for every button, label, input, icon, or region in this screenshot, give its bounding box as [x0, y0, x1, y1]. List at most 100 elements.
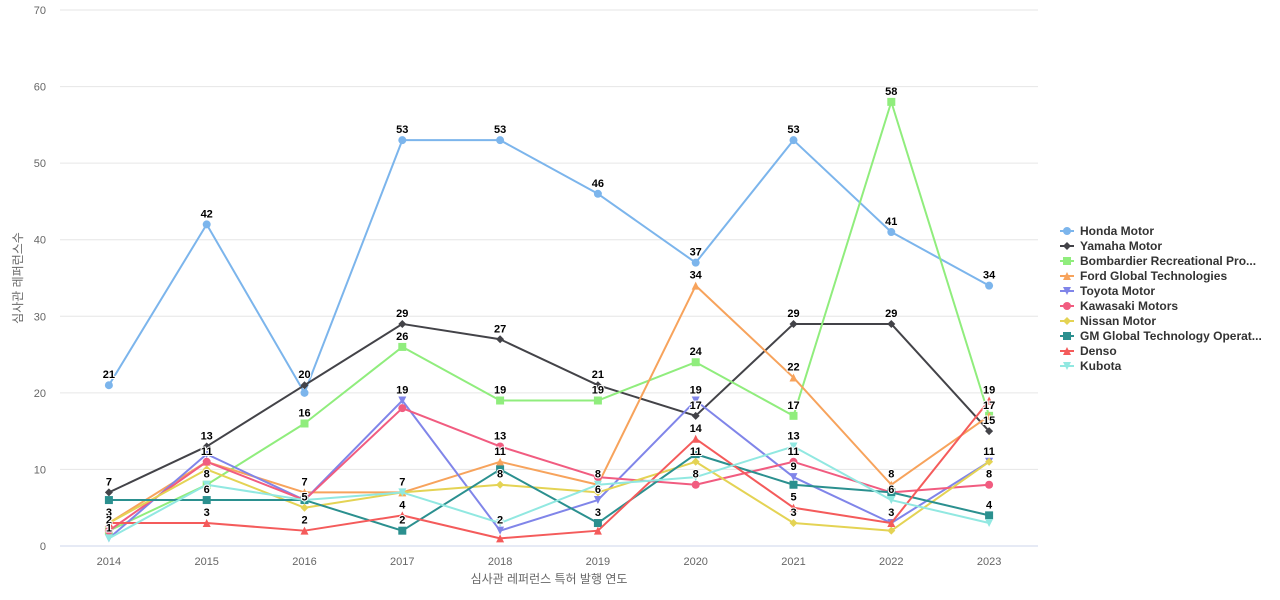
data-point	[789, 319, 798, 328]
data-labels: 2173214213118632016752532926197425327191…	[102, 85, 997, 535]
data-point	[202, 220, 211, 229]
data-label: 7	[399, 476, 405, 488]
legend-label: Kawasaki Motors	[1080, 299, 1178, 313]
data-point	[691, 480, 700, 489]
data-label: 13	[201, 430, 213, 442]
data-point	[593, 473, 602, 482]
data-point	[398, 511, 407, 520]
data-point	[593, 381, 602, 390]
series-group	[104, 396, 994, 543]
y-tick-label: 40	[34, 235, 46, 247]
data-label: 34	[983, 270, 996, 282]
x-axis-title: 심사관 레퍼런스 특허 발행 연도	[471, 571, 628, 586]
y-axis-title: 심사관 레퍼런스수	[11, 232, 25, 324]
legend-symbol	[1063, 242, 1071, 250]
series-line	[108, 453, 990, 532]
data-label: 4	[986, 499, 993, 511]
x-tick-label: 2015	[194, 556, 218, 568]
legend-item[interactable]: Kawasaki Motors	[1060, 299, 1178, 313]
legend-item[interactable]: Honda Motor	[1060, 224, 1154, 238]
y-tick-label: 50	[34, 158, 46, 170]
data-point	[887, 496, 896, 505]
data-point	[789, 373, 798, 382]
data-point	[887, 488, 896, 497]
y-tick-label: 10	[34, 464, 46, 476]
data-label: 21	[592, 369, 604, 381]
data-point	[300, 388, 309, 397]
data-point	[789, 503, 798, 512]
data-label: 8	[497, 469, 503, 481]
data-point	[202, 519, 211, 528]
x-tick-label: 2014	[97, 556, 121, 568]
data-point	[593, 519, 602, 528]
data-point	[202, 465, 211, 474]
legend-item[interactable]: Yamaha Motor	[1060, 239, 1162, 253]
data-point	[496, 465, 505, 474]
x-tick-label: 2018	[488, 556, 512, 568]
series-line	[108, 284, 990, 524]
data-label: 6	[888, 484, 894, 496]
data-label: 29	[396, 308, 408, 320]
data-point	[496, 136, 505, 145]
x-tick-label: 2020	[683, 556, 707, 568]
series-group	[104, 450, 994, 535]
data-label: 5	[301, 492, 307, 504]
legend-item[interactable]: Nissan Motor	[1060, 314, 1156, 328]
data-point	[202, 442, 211, 451]
data-point	[691, 457, 700, 466]
legend-item[interactable]: Ford Global Technologies	[1060, 269, 1227, 283]
data-label: 37	[690, 247, 702, 259]
data-point	[496, 396, 505, 405]
data-point	[789, 442, 798, 451]
data-point	[985, 511, 994, 520]
data-label: 2	[301, 515, 307, 527]
data-point	[985, 519, 994, 528]
data-label: 13	[787, 430, 799, 442]
data-label: 24	[690, 346, 703, 358]
data-point	[398, 319, 407, 328]
data-label: 11	[201, 446, 213, 458]
data-label: 11	[690, 446, 702, 458]
data-point	[398, 136, 407, 145]
data-point	[887, 526, 896, 535]
data-point	[202, 457, 211, 466]
data-point	[887, 519, 896, 528]
data-point	[300, 526, 309, 535]
data-label: 29	[787, 308, 799, 320]
legend-symbol	[1063, 347, 1071, 355]
data-label: 17	[983, 400, 995, 412]
series-line	[108, 322, 990, 494]
data-point	[398, 342, 407, 351]
legend-symbol	[1063, 287, 1071, 295]
data-point	[789, 411, 798, 420]
series-line	[108, 139, 990, 394]
legend-symbol	[1063, 257, 1071, 265]
legend-item[interactable]: Denso	[1060, 344, 1117, 358]
legend-label: GM Global Technology Operat...	[1080, 329, 1262, 343]
data-label: 4	[399, 499, 406, 511]
data-point	[300, 503, 309, 512]
data-label: 9	[790, 461, 796, 473]
legend-symbol	[1063, 317, 1071, 325]
data-point	[985, 396, 994, 405]
data-label: 1	[106, 522, 112, 534]
data-label: 7	[301, 476, 307, 488]
data-point	[887, 480, 896, 489]
legend-item[interactable]: Kubota	[1060, 359, 1122, 373]
legend-label: Ford Global Technologies	[1080, 269, 1227, 283]
series-line	[108, 460, 990, 532]
data-point	[202, 480, 211, 489]
data-label: 21	[103, 369, 115, 381]
legend-item[interactable]: Bombardier Recreational Pro...	[1060, 254, 1256, 268]
legend-item[interactable]: Toyota Motor	[1060, 284, 1155, 298]
data-point	[202, 450, 211, 459]
legend-symbol	[1063, 362, 1071, 370]
data-label: 3	[888, 507, 894, 519]
data-point	[104, 381, 113, 390]
y-tick-label: 60	[34, 82, 46, 94]
legend-item[interactable]: GM Global Technology Operat...	[1060, 329, 1262, 343]
data-point	[496, 480, 505, 489]
legend-label: Toyota Motor	[1080, 284, 1155, 298]
data-point	[104, 519, 113, 528]
